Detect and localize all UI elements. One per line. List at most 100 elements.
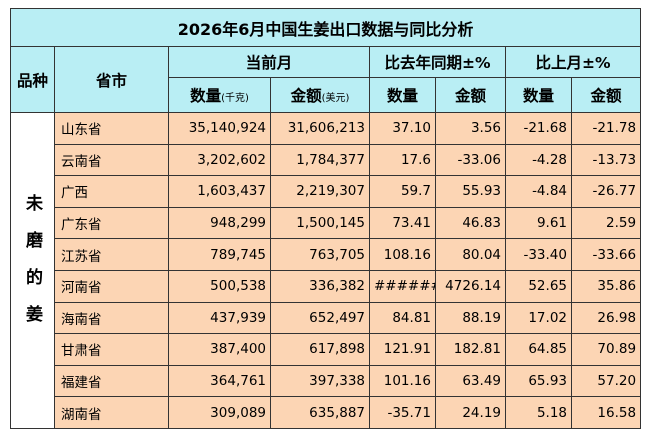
- value-cell: 1,784,377: [270, 143, 370, 177]
- value-cell: 617,898: [270, 333, 370, 366]
- header-label: 数量: [522, 87, 554, 105]
- value-cell: 55.93: [435, 175, 506, 208]
- header-cell: 比去年同期±%: [369, 46, 506, 78]
- value-cell: 80.04: [435, 238, 506, 271]
- table-row: 江苏省 789,745 763,705 108.16 80.04 -33.40 -33.66: [11, 238, 642, 271]
- variety-cell: 未磨的姜: [10, 112, 55, 429]
- value-cell: 309,089: [168, 396, 271, 429]
- header-unit: (美元): [321, 93, 350, 104]
- value-cell: 1,603,437: [168, 175, 271, 208]
- value-cell: 763,705: [270, 238, 370, 271]
- value-cell: 59.7: [369, 175, 436, 208]
- value-cell: 1,500,145: [270, 206, 370, 240]
- value-cell: 121.91: [369, 333, 436, 366]
- value-cell: -13.73: [570, 143, 642, 177]
- header-cell: 品种: [10, 46, 55, 113]
- value-cell: 63.49: [435, 364, 506, 398]
- header-label: 数量: [386, 87, 418, 105]
- value-cell: 17.6: [369, 143, 436, 177]
- header-label: 数量: [190, 87, 222, 105]
- table-row: 广东省 948,299 1,500,145 73.41 46.83 9.61 2.59: [11, 206, 642, 240]
- value-cell: -21.68: [505, 112, 572, 145]
- value-cell: 3,202,602: [168, 143, 271, 177]
- value-cell: 73.41: [369, 206, 436, 240]
- value-cell: 2,219,307: [270, 175, 370, 208]
- province-cell: 福建省: [54, 364, 169, 398]
- value-cell: -33.06: [435, 143, 506, 177]
- value-cell: 46.83: [435, 206, 506, 240]
- value-cell: 26.98: [570, 301, 642, 335]
- value-cell: 182.81: [435, 333, 506, 366]
- table-row: 云南省 3,202,602 1,784,377 17.6 -33.06 -4.28 -13.…: [11, 143, 642, 177]
- value-cell: 37.10: [369, 112, 436, 145]
- value-cell: 5.18: [505, 396, 572, 429]
- value-cell: 88.19: [435, 301, 506, 335]
- table-row: 湖南省 309,089 635,887 -35.71 24.19 5.18 16.58: [11, 396, 642, 429]
- value-cell: 84.81: [369, 301, 436, 335]
- header-cell: 数量(千克): [168, 77, 271, 113]
- value-cell: 4726.14: [435, 269, 506, 303]
- value-cell: 948,299: [168, 206, 271, 240]
- value-cell: 52.65: [505, 269, 572, 303]
- province-cell: 湖南省: [54, 396, 169, 429]
- header-label: 金额: [290, 87, 322, 105]
- value-cell: 3.56: [435, 112, 506, 145]
- header-cell: 金额: [570, 77, 642, 113]
- header-label: 金额: [454, 87, 486, 105]
- province-cell: 云南省: [54, 143, 169, 177]
- value-cell: 35.86: [570, 269, 642, 303]
- variety-label: 未磨的姜: [22, 193, 42, 342]
- header-cell: 金额: [435, 77, 506, 113]
- table-row: 甘肃省 387,400 617,898 121.91 182.81 64.85 70.89: [11, 333, 642, 366]
- table-row: 广西 1,603,437 2,219,307 59.7 55.93 -4.84 -26.77: [11, 175, 642, 208]
- value-cell: 789,745: [168, 238, 271, 271]
- value-cell: 387,400: [168, 333, 271, 366]
- value-cell: 437,939: [168, 301, 271, 335]
- value-cell: 17.02: [505, 301, 572, 335]
- value-cell: 336,382: [270, 269, 370, 303]
- province-cell: 山东省: [54, 112, 169, 145]
- value-cell: #######: [369, 269, 436, 303]
- value-cell: 35,140,924: [168, 112, 271, 145]
- province-cell: 海南省: [54, 301, 169, 335]
- value-cell: -33.40: [505, 238, 572, 271]
- table-title: 2026年6月中国生姜出口数据与同比分析: [9, 8, 642, 47]
- value-cell: 652,497: [270, 301, 370, 335]
- value-cell: 397,338: [270, 364, 370, 398]
- province-cell: 河南省: [54, 269, 169, 303]
- value-cell: 101.16: [369, 364, 436, 398]
- value-cell: 16.58: [570, 396, 642, 429]
- value-cell: 9.61: [505, 206, 572, 240]
- header-label: 金额: [590, 87, 622, 105]
- header-unit: (千克): [221, 93, 249, 104]
- value-cell: 364,761: [168, 364, 271, 398]
- value-cell: 31,606,213: [270, 112, 370, 145]
- data-table: 2026年6月中国生姜出口数据与同比分析 品种 省市 当前月 比去年同期±% 比…: [9, 8, 642, 429]
- value-cell: 65.93: [505, 364, 572, 398]
- value-cell: 2.59: [570, 206, 642, 240]
- header-cell: 数量: [505, 77, 572, 113]
- value-cell: 108.16: [369, 238, 436, 271]
- value-cell: 70.89: [570, 333, 642, 366]
- table-row: 福建省 364,761 397,338 101.16 63.49 65.93 57.20: [11, 364, 642, 398]
- table-row: 河南省500,538336,382#######4726.1452.6535.8…: [11, 269, 642, 303]
- value-cell: 24.19: [435, 396, 506, 429]
- header-cell: 比上月±%: [504, 46, 642, 78]
- header-cell: 当前月: [168, 46, 370, 78]
- province-cell: 甘肃省: [54, 333, 169, 366]
- value-cell: -26.77: [570, 175, 642, 208]
- value-cell: -33.66: [570, 238, 642, 271]
- value-cell: 64.85: [505, 333, 572, 366]
- province-cell: 广西: [54, 175, 169, 208]
- value-cell: -4.28: [505, 143, 572, 177]
- header-cell: 省市: [54, 46, 169, 113]
- value-cell: 500,538: [168, 269, 271, 303]
- province-cell: 江苏省: [54, 238, 169, 271]
- table-body: 2026年6月中国生姜出口数据与同比分析 品种 省市 当前月 比去年同期±% 比…: [9, 8, 642, 429]
- table-row: 未磨的姜 山东省 35,140,924 31,606,213 37.10 3.56 -21.…: [10, 112, 642, 429]
- value-cell: -35.71: [369, 396, 436, 429]
- table-row: 海南省 437,939 652,497 84.81 88.19 17.02 26.98: [11, 301, 642, 335]
- value-cell: -21.78: [570, 112, 642, 145]
- value-cell: -4.84: [505, 175, 572, 208]
